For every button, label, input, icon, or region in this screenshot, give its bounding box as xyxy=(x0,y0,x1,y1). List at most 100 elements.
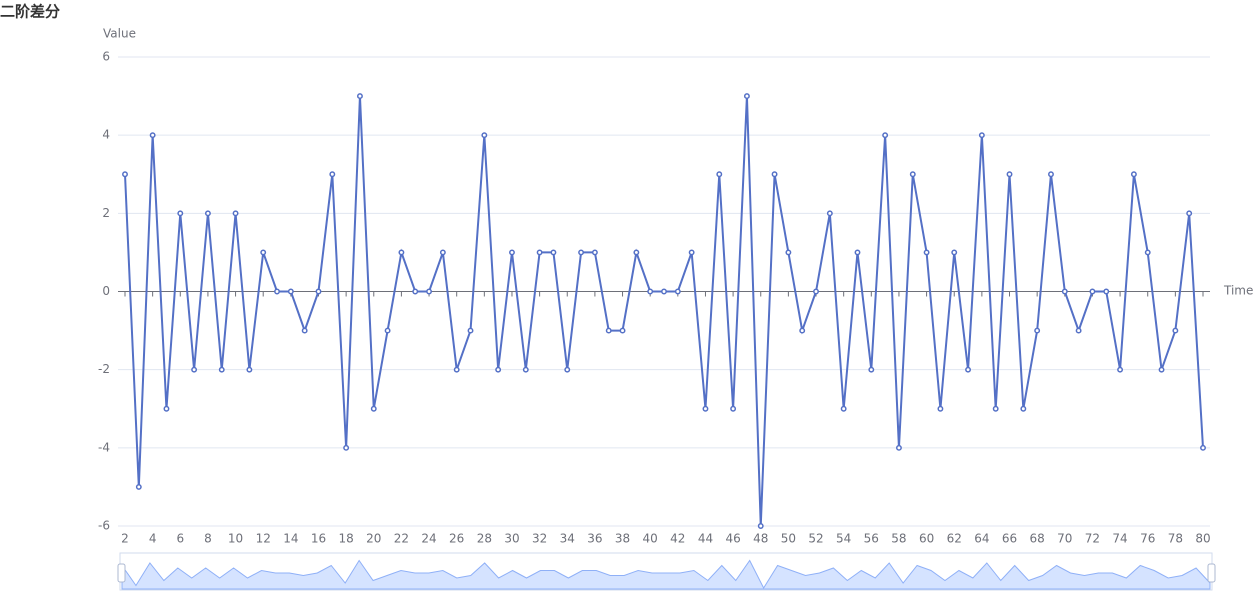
point xyxy=(287,288,294,295)
y-axis-label: Value xyxy=(103,27,136,41)
point xyxy=(481,132,488,139)
point xyxy=(426,288,433,295)
x-tick-label: 62 xyxy=(947,532,962,546)
x-tick-label: 26 xyxy=(449,532,464,546)
point xyxy=(232,210,239,217)
point xyxy=(329,171,336,178)
point xyxy=(882,132,889,139)
point xyxy=(274,288,280,295)
point xyxy=(218,366,225,373)
point xyxy=(757,523,764,529)
x-tick-label: 6 xyxy=(176,532,184,546)
x-tick-label: 70 xyxy=(1057,532,1072,546)
x-tick-label: 64 xyxy=(974,532,989,546)
point xyxy=(149,132,156,139)
point xyxy=(467,327,474,334)
y-tick-label: 2 xyxy=(102,206,110,220)
point xyxy=(177,210,184,217)
point xyxy=(384,327,391,334)
x-axis-label: Time xyxy=(1223,284,1253,298)
point xyxy=(813,288,819,295)
point xyxy=(1103,288,1110,295)
point xyxy=(1158,366,1165,373)
point xyxy=(1006,171,1013,178)
x-tick-label: 2 xyxy=(121,532,129,546)
point xyxy=(799,327,806,334)
point xyxy=(716,171,723,178)
point xyxy=(978,132,985,139)
x-tick-label: 56 xyxy=(864,532,879,546)
point xyxy=(343,444,350,451)
point xyxy=(204,210,211,217)
y-tick-label: 6 xyxy=(102,50,110,64)
x-tick-label: 80 xyxy=(1195,532,1210,546)
point xyxy=(1075,327,1082,334)
point xyxy=(826,210,833,217)
point xyxy=(1034,327,1041,334)
x-tick-label: 72 xyxy=(1085,532,1100,546)
point xyxy=(647,288,654,295)
point xyxy=(1144,249,1151,256)
x-tick-label: 44 xyxy=(698,532,713,546)
point xyxy=(1048,171,1054,178)
point xyxy=(578,249,585,256)
point xyxy=(356,93,363,100)
point xyxy=(1117,366,1124,373)
point xyxy=(661,288,667,295)
x-tick-label: 74 xyxy=(1112,532,1127,546)
zoom-preview-area xyxy=(121,559,1211,590)
chart-title: 二阶差分 xyxy=(0,3,60,21)
x-tick-label: 46 xyxy=(725,532,740,546)
point xyxy=(1200,444,1206,451)
point xyxy=(771,171,778,178)
point xyxy=(301,327,308,334)
x-tick-label: 52 xyxy=(808,532,823,546)
x-tick-label: 12 xyxy=(256,532,271,546)
x-tick-label: 16 xyxy=(311,532,326,546)
point xyxy=(1186,210,1193,217)
y-tick-label: -6 xyxy=(98,519,110,533)
zoom-handle xyxy=(1207,563,1216,583)
point xyxy=(702,405,709,412)
point xyxy=(743,93,750,100)
point xyxy=(965,366,972,373)
point xyxy=(135,483,142,490)
point xyxy=(453,366,460,373)
x-tick-label: 40 xyxy=(643,532,658,546)
point xyxy=(951,249,958,256)
point xyxy=(191,366,198,373)
x-tick-label: 10 xyxy=(228,532,243,546)
point xyxy=(688,249,695,256)
x-tick-label: 48 xyxy=(753,532,768,546)
point xyxy=(439,249,446,256)
point xyxy=(246,366,253,373)
x-tick-label: 14 xyxy=(283,532,298,546)
point xyxy=(992,405,999,412)
point xyxy=(868,366,875,373)
point xyxy=(909,171,916,178)
point xyxy=(1061,288,1068,295)
x-tick-label: 66 xyxy=(1002,532,1017,546)
x-tick-label: 22 xyxy=(394,532,409,546)
x-tick-label: 60 xyxy=(919,532,934,546)
x-tick-label: 24 xyxy=(421,532,436,546)
point xyxy=(522,366,529,373)
x-tick-label: 4 xyxy=(149,532,157,546)
x-tick-label: 8 xyxy=(204,532,212,546)
point xyxy=(937,405,944,412)
point xyxy=(619,327,626,334)
point xyxy=(536,249,543,256)
x-tick-label: 78 xyxy=(1168,532,1183,546)
point xyxy=(260,249,267,256)
y-tick-label: 4 xyxy=(102,128,110,142)
y-tick-label: -4 xyxy=(98,440,110,454)
point xyxy=(605,327,612,334)
point xyxy=(923,249,930,256)
point xyxy=(895,444,902,451)
x-tick-label: 20 xyxy=(366,532,381,546)
point xyxy=(1020,405,1027,412)
x-tick-label: 38 xyxy=(615,532,630,546)
x-tick-label: 54 xyxy=(836,532,851,546)
